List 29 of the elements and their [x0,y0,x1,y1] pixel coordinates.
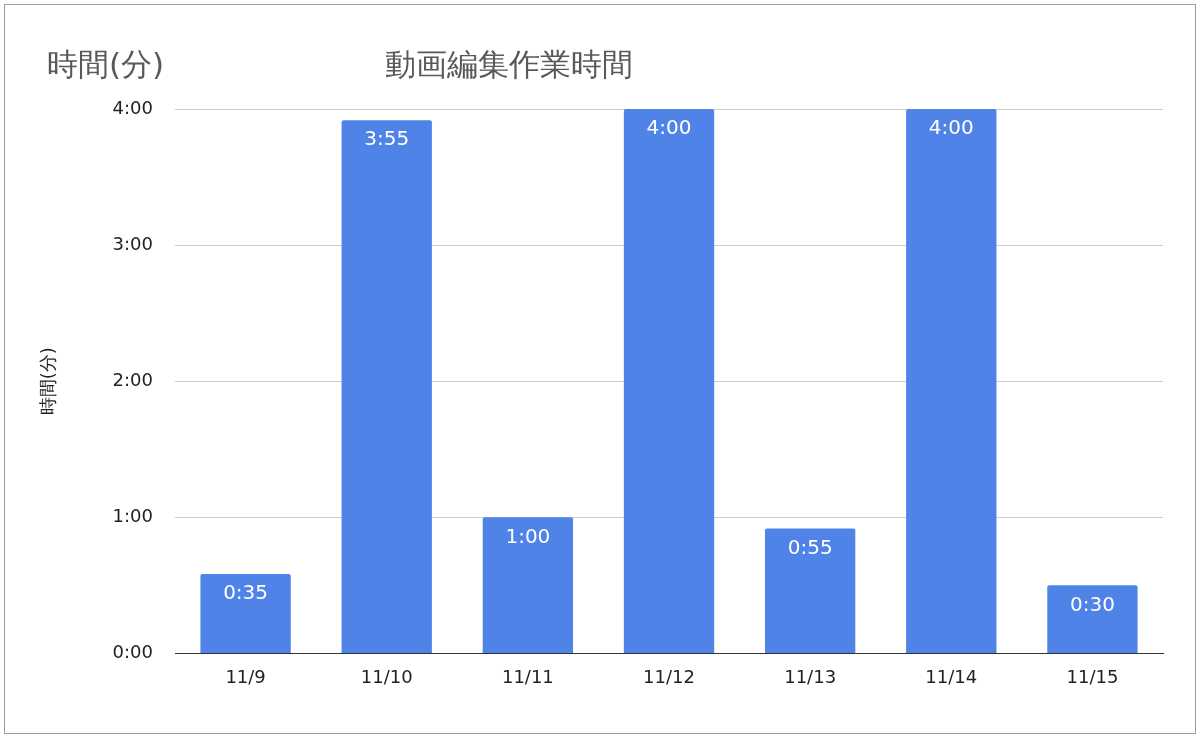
y-axis-title: 時間(分) [37,347,59,416]
bar [764,528,856,653]
text: 時間(分) [47,46,165,83]
y-tick-label: 0:00 [112,641,154,663]
data-label: 1:00 [505,523,551,548]
bar [623,109,715,653]
bar [1047,585,1138,653]
data-label: 4:00 [928,115,974,140]
x-tick-label: 11/14 [925,665,978,687]
y-tick-label: 3:00 [112,232,154,254]
data-label: 0:35 [223,580,269,605]
chart-title: 動画編集作業時間 [385,46,633,83]
bar [341,120,432,653]
bar [906,109,997,653]
data-label: 0:30 [1069,591,1115,616]
data-label: 4:00 [646,115,692,140]
y-tick-label: 1:00 [112,504,154,526]
y-tick-label: 4:00 [112,96,154,118]
x-tick-label: 11/12 [643,665,695,687]
x-tick-label: 11/11 [501,665,554,687]
data-label: 0:55 [787,534,833,559]
data-label: 3:55 [364,126,410,151]
x-tick-label: 11/15 [1066,665,1119,687]
x-tick-label: 11/13 [784,665,837,687]
bar [482,517,574,653]
x-tick-label: 11/9 [225,665,266,687]
bar [200,574,291,653]
y-tick-label: 2:00 [112,368,154,390]
x-tick-label: 11/10 [360,665,413,687]
